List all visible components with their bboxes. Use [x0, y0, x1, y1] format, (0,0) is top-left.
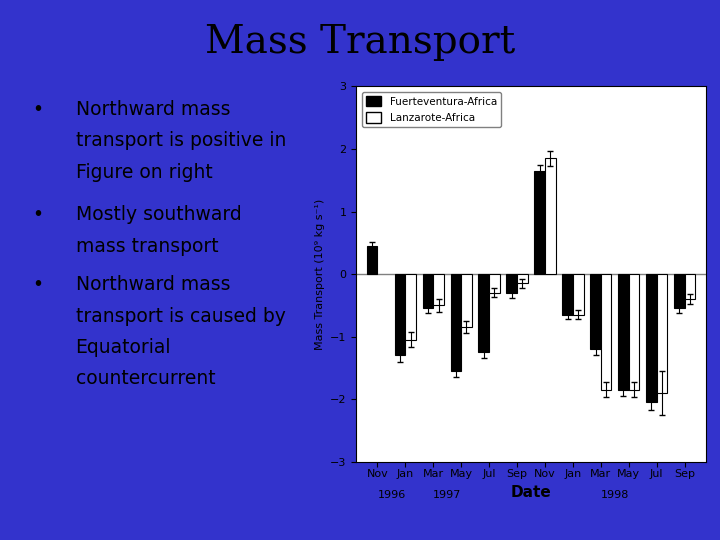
Text: Mass Transport: Mass Transport — [205, 24, 515, 62]
Bar — [545, 158, 556, 274]
Bar — [573, 274, 583, 315]
Text: Equatorial: Equatorial — [76, 338, 171, 357]
Y-axis label: Mass Transport (10⁹ kg s⁻¹): Mass Transport (10⁹ kg s⁻¹) — [315, 198, 325, 350]
Bar — [629, 274, 639, 390]
Text: 1996: 1996 — [377, 490, 405, 500]
Text: •: • — [32, 205, 43, 224]
Bar — [405, 274, 416, 340]
Bar — [618, 274, 629, 390]
Bar — [646, 274, 657, 402]
Bar — [657, 274, 667, 393]
Bar — [395, 274, 405, 355]
Bar — [451, 274, 461, 371]
Text: Figure on right: Figure on right — [76, 163, 212, 181]
Bar — [600, 274, 611, 390]
Bar — [489, 274, 500, 293]
Bar — [479, 274, 489, 352]
Bar — [517, 274, 528, 284]
Bar — [461, 274, 472, 327]
Text: •: • — [32, 100, 43, 119]
Text: 1997: 1997 — [433, 490, 462, 500]
Bar — [674, 274, 685, 308]
Text: mass transport: mass transport — [76, 237, 218, 255]
Bar — [506, 274, 517, 293]
Text: transport is caused by: transport is caused by — [76, 307, 285, 326]
Bar — [590, 274, 601, 349]
Text: transport is positive in: transport is positive in — [76, 131, 286, 150]
X-axis label: Date: Date — [510, 485, 552, 500]
Text: Mostly southward: Mostly southward — [76, 205, 241, 224]
Bar — [433, 274, 444, 305]
Text: 1998: 1998 — [601, 490, 629, 500]
Text: •: • — [32, 275, 43, 294]
Text: countercurrent: countercurrent — [76, 369, 215, 388]
Text: Northward mass: Northward mass — [76, 275, 230, 294]
Bar — [534, 171, 545, 274]
Text: Northward mass: Northward mass — [76, 100, 230, 119]
Bar — [423, 274, 433, 308]
Legend: Fuerteventura-Africa, Lanzarote-Africa: Fuerteventura-Africa, Lanzarote-Africa — [361, 92, 501, 127]
Bar — [366, 246, 377, 274]
Bar — [685, 274, 696, 299]
Bar — [562, 274, 573, 315]
